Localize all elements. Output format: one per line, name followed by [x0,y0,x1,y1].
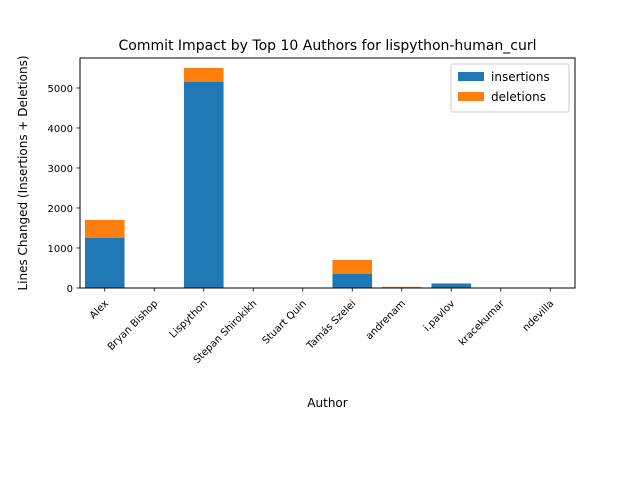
y-tick-label: 2000 [48,204,73,215]
chart-title: Commit Impact by Top 10 Authors for lisp… [118,38,536,54]
bar-deletions-i-pavlov [431,283,471,284]
bar-insertions-lispython [184,82,224,288]
x-axis-label: Author [307,396,347,410]
y-tick-label: 1000 [48,244,73,255]
bar-insertions-i-pavlov [431,284,471,288]
legend-swatch-insertions [458,72,484,81]
bar-deletions-tam-s-szelei [332,260,372,274]
bar-deletions-alex [85,220,125,238]
legend-label-insertions: insertions [491,70,550,84]
y-tick-label: 4000 [48,124,73,135]
bar-insertions-tam-s-szelei [332,274,372,288]
legend: insertions deletions [451,64,569,112]
legend-swatch-deletions [458,92,484,101]
bar-deletions-lispython [184,68,224,82]
y-tick-label: 5000 [48,84,73,95]
y-axis-label: Lines Changed (Insertions + Deletions) [16,55,30,290]
y-tick-label: 3000 [48,164,73,175]
y-tick-label: 0 [67,284,73,295]
bar-insertions-alex [85,238,125,288]
legend-label-deletions: deletions [491,90,546,104]
